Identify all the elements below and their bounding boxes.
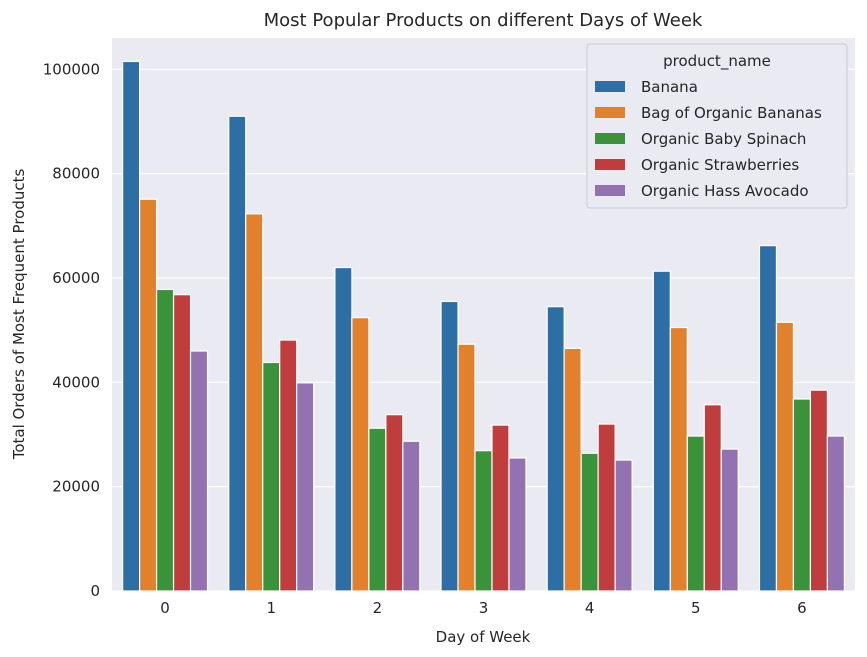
bar-banana-day-5 (652, 270, 671, 592)
bar-bag-of-organic-bananas-day-2 (351, 317, 370, 592)
y-tick-label: 20000 (52, 478, 100, 496)
y-tick-label: 100000 (43, 60, 100, 78)
bar-organic-baby-spinach-day-2 (368, 427, 387, 592)
bar-organic-strawberries-day-3 (491, 424, 510, 592)
bar-bag-of-organic-bananas-day-0 (138, 198, 158, 592)
bar-banana-day-6 (758, 245, 778, 592)
legend-box (586, 43, 848, 209)
bar-bag-of-organic-bananas-day-5 (669, 326, 688, 592)
bar-banana-day-3 (440, 300, 459, 592)
bar-organic-baby-spinach-day-5 (686, 435, 705, 592)
bar-bag-of-organic-bananas-day-4 (563, 347, 582, 592)
bar-organic-strawberries-day-6 (809, 389, 829, 592)
legend-swatch (595, 81, 625, 92)
bar-organic-hass-avocado-day-6 (826, 435, 845, 592)
chart-title: Most Popular Products on different Days … (264, 10, 703, 31)
legend-title: product_name (663, 52, 771, 71)
legend-swatch (595, 159, 625, 170)
x-tick-label: 3 (479, 599, 489, 617)
bar-organic-strawberries-day-0 (172, 294, 192, 592)
y-tick-label: 60000 (52, 269, 100, 287)
x-tick-label: 6 (797, 599, 807, 617)
bar-organic-baby-spinach-day-0 (155, 288, 175, 592)
y-tick-label: 40000 (52, 373, 100, 391)
x-tick-label: 5 (691, 599, 701, 617)
y-axis-label: Total Orders of Most Frequent Products (10, 169, 28, 461)
bar-banana-day-0 (122, 60, 141, 592)
bar-organic-hass-avocado-day-5 (720, 448, 739, 592)
bar-organic-hass-avocado-day-4 (614, 459, 633, 592)
y-tick-labels: 0 20000 40000 60000 80000 100000 (43, 60, 100, 600)
bar-banana-day-1 (228, 115, 247, 592)
x-axis-label: Day of Week (436, 628, 531, 646)
bar-organic-strawberries-day-4 (597, 423, 616, 592)
x-tick-labels: 0 1 2 3 4 5 6 (160, 599, 806, 617)
legend-swatch (595, 185, 625, 196)
bar-banana-day-2 (334, 266, 353, 592)
legend-label: Bag of Organic Bananas (641, 104, 822, 122)
bar-banana-day-4 (546, 306, 565, 592)
legend-swatch (595, 107, 625, 118)
legend: product_name Banana Bag of Organic Banana… (586, 43, 848, 209)
bar-organic-hass-avocado-day-0 (189, 350, 209, 592)
x-tick-label: 1 (266, 599, 276, 617)
bar-organic-hass-avocado-day-1 (296, 382, 315, 592)
bar-organic-baby-spinach-day-4 (580, 452, 599, 592)
bar-organic-baby-spinach-day-1 (262, 361, 281, 592)
bar-organic-strawberries-day-5 (703, 404, 722, 592)
y-tick-label: 80000 (52, 165, 100, 183)
legend-label: Organic Hass Avocado (641, 182, 809, 200)
legend-label: Organic Strawberries (641, 156, 799, 174)
bar-organic-strawberries-day-1 (279, 339, 298, 592)
bar-organic-strawberries-day-2 (385, 414, 404, 592)
bar-organic-hass-avocado-day-3 (508, 457, 527, 592)
bar-organic-baby-spinach-day-6 (792, 398, 812, 592)
legend-label: Banana (641, 78, 698, 96)
y-tick-label: 0 (90, 582, 100, 600)
bar-organic-hass-avocado-day-2 (402, 440, 421, 592)
bars (122, 60, 845, 592)
x-tick-label: 0 (160, 599, 170, 617)
x-tick-label: 4 (585, 599, 595, 617)
legend-swatch (595, 133, 625, 144)
bar-organic-baby-spinach-day-3 (474, 450, 493, 592)
legend-label: Organic Baby Spinach (641, 130, 806, 148)
bar-bag-of-organic-bananas-day-3 (457, 343, 476, 592)
bar-bag-of-organic-bananas-day-1 (245, 213, 264, 592)
x-tick-label: 2 (373, 599, 383, 617)
bar-bag-of-organic-bananas-day-6 (775, 321, 795, 592)
